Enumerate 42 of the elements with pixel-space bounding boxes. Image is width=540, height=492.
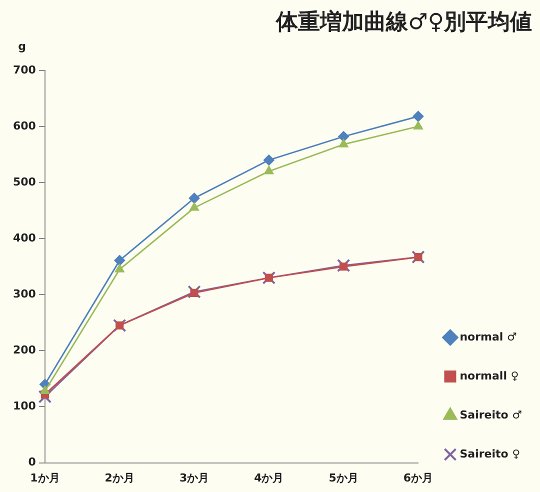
point bbox=[340, 262, 348, 271]
point bbox=[188, 192, 200, 204]
point bbox=[262, 271, 276, 284]
x-tick-label: 3か月 bbox=[179, 471, 210, 484]
point bbox=[412, 110, 424, 122]
point bbox=[188, 285, 201, 298]
point bbox=[114, 254, 126, 266]
y-tick-label: 0 bbox=[28, 456, 36, 469]
legend-label: normal ♂ bbox=[460, 330, 518, 344]
y-tick-label: 500 bbox=[12, 175, 36, 188]
point bbox=[336, 258, 350, 272]
legend-label: Saireito ♀ bbox=[460, 447, 520, 460]
point bbox=[190, 288, 198, 297]
x-tick-label: 6か月 bbox=[403, 471, 434, 484]
point bbox=[412, 250, 425, 264]
legend-label: Saireito ♂ bbox=[460, 408, 522, 422]
x-tick-label: 4か月 bbox=[254, 471, 284, 484]
point bbox=[114, 264, 124, 272]
y-tick-label: 400 bbox=[12, 231, 36, 244]
x-tick-label: 2か月 bbox=[104, 471, 134, 484]
point bbox=[338, 131, 350, 142]
chart-title: 体重増加曲線♂♀別平均値 bbox=[275, 8, 532, 35]
y-tick-label: 300 bbox=[12, 287, 36, 300]
point bbox=[38, 390, 52, 404]
y-axis-title: g bbox=[18, 40, 26, 53]
point bbox=[263, 154, 274, 166]
x-tick-label: 1か月 bbox=[30, 471, 60, 484]
x-tick-label: 5か月 bbox=[328, 471, 358, 484]
y-tick-label: 700 bbox=[12, 63, 36, 76]
point bbox=[189, 202, 200, 211]
y-tick-label: 600 bbox=[12, 119, 36, 132]
y-tick-label: 100 bbox=[12, 400, 36, 413]
legend-label: normall ♀ bbox=[460, 369, 519, 382]
point bbox=[264, 274, 273, 282]
point bbox=[116, 321, 124, 330]
point bbox=[338, 138, 348, 148]
point bbox=[264, 166, 274, 174]
point bbox=[413, 120, 424, 130]
y-tick-label: 200 bbox=[12, 344, 36, 357]
point bbox=[414, 253, 422, 262]
point bbox=[40, 386, 50, 394]
point bbox=[112, 318, 126, 332]
